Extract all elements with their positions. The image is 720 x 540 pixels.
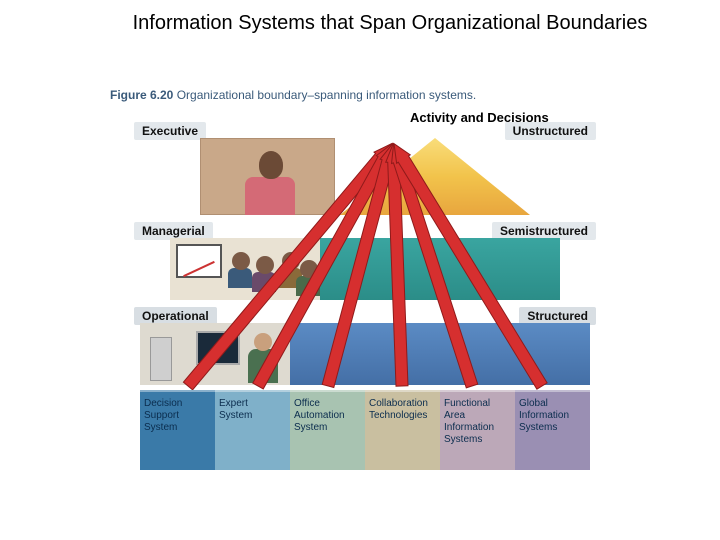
layer-managerial: Managerial Semistructured xyxy=(140,220,590,300)
mgr-illustration xyxy=(170,238,320,300)
system-cell: OfficeAutomationSystem xyxy=(290,390,365,470)
system-line3: Systems xyxy=(519,422,586,434)
operator-body-icon xyxy=(248,349,278,383)
label-executive: Executive xyxy=(134,122,206,140)
page-title: Information Systems that Span Organizati… xyxy=(120,10,660,36)
layer-executive: Executive Unstructured xyxy=(140,120,590,215)
systems-strip: DecisionSupportSystemExpertSystemOfficeA… xyxy=(140,390,590,470)
operator-head-icon xyxy=(254,333,272,351)
system-cell: FunctionalAreaInformation Systems xyxy=(440,390,515,470)
system-line3: System xyxy=(144,422,211,434)
person-head-icon xyxy=(232,252,250,270)
system-line1: Office xyxy=(294,398,361,410)
exec-illustration xyxy=(200,138,335,215)
flipchart-icon xyxy=(176,244,222,278)
figure-caption-text: Organizational boundary–spanning informa… xyxy=(177,88,477,102)
system-line1: Functional xyxy=(444,398,511,410)
system-line1: Decision xyxy=(144,398,211,410)
system-line3: Information Systems xyxy=(444,422,511,446)
system-line3: System xyxy=(294,422,361,434)
system-line2: Area xyxy=(444,410,511,422)
system-line1: Collaboration xyxy=(369,398,436,410)
system-line1: Global xyxy=(519,398,586,410)
person-head-icon xyxy=(282,252,300,270)
system-cell: GlobalInformationSystems xyxy=(515,390,590,470)
person-torso-icon xyxy=(228,268,252,288)
system-line2: System xyxy=(219,410,286,422)
mgr-body xyxy=(170,238,560,300)
system-cell: DecisionSupportSystem xyxy=(140,390,215,470)
person-torso-icon xyxy=(252,272,276,292)
figure-caption: Figure 6.20 Organizational boundary–span… xyxy=(110,88,476,102)
system-cell: CollaborationTechnologies xyxy=(365,390,440,470)
diagram: Executive Unstructured Managerial Semist… xyxy=(140,120,590,480)
person-head-icon xyxy=(300,260,318,278)
figure-number: Figure 6.20 xyxy=(110,88,173,102)
system-line1: Expert xyxy=(219,398,286,410)
pc-tower-icon xyxy=(150,337,172,381)
person-head-icon xyxy=(256,256,274,274)
exec-triangle-fan xyxy=(340,138,530,215)
system-line2: Information xyxy=(519,410,586,422)
system-line2: Technologies xyxy=(369,410,436,422)
person-torso-icon xyxy=(296,276,320,296)
op-illustration xyxy=(140,323,290,385)
system-cell: ExpertSystem xyxy=(215,390,290,470)
layer-operational: Operational Structured xyxy=(140,305,590,385)
system-line2: Automation xyxy=(294,410,361,422)
monitor-icon xyxy=(196,331,240,365)
exec-body xyxy=(200,138,530,215)
system-line2: Support xyxy=(144,410,211,422)
op-body xyxy=(140,323,590,385)
